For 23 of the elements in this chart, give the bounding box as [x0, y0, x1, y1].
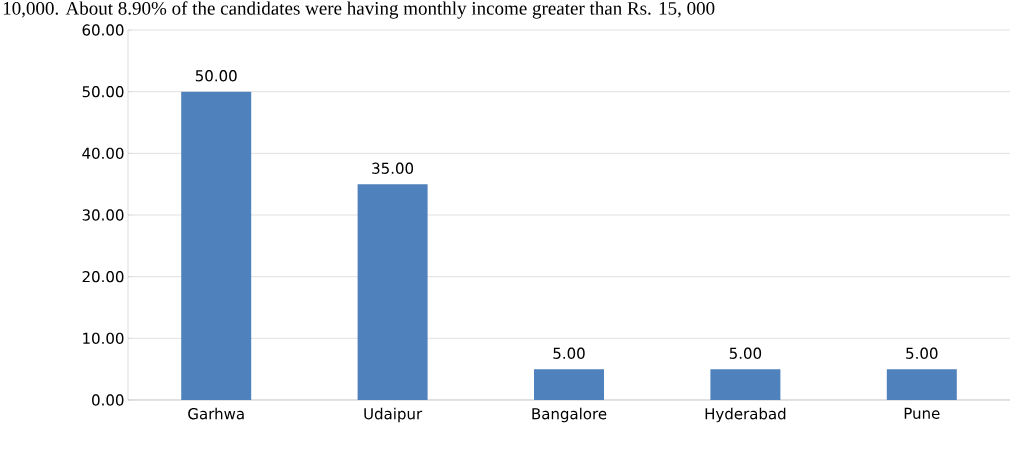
x-tick-label: Pune	[904, 407, 940, 419]
y-tick-label: 30.00	[82, 209, 124, 221]
y-tick-label: 10.00	[83, 332, 124, 344]
data-label: 5.00	[729, 347, 762, 359]
y-tick-label: 40.00	[82, 147, 124, 160]
data-label: 50.00	[195, 70, 237, 82]
x-tick-label: Udaipur	[364, 407, 423, 423]
data-label: 5.00	[553, 347, 585, 359]
bar	[181, 91, 252, 400]
x-tick-label: Hyderabad	[705, 407, 786, 423]
data-label: 35.00	[372, 162, 414, 174]
text: 10,000. About 8.90% of the candidates were having monthly income greater than Rs. 15, 000	[3, 1, 715, 19]
bar	[710, 369, 781, 400]
bar	[357, 184, 428, 400]
bar	[534, 369, 604, 400]
x-tick-label: Bangalore	[532, 407, 607, 423]
y-tick-label: 20.00	[82, 270, 124, 283]
x-tick-label: Garhwa	[188, 407, 244, 420]
bar	[886, 369, 957, 400]
y-tick-label: 0.00	[92, 394, 124, 406]
data-label: 5.00	[906, 347, 938, 359]
y-tick-label: 60.00	[82, 24, 124, 36]
y-tick-label: 50.00	[82, 85, 124, 98]
